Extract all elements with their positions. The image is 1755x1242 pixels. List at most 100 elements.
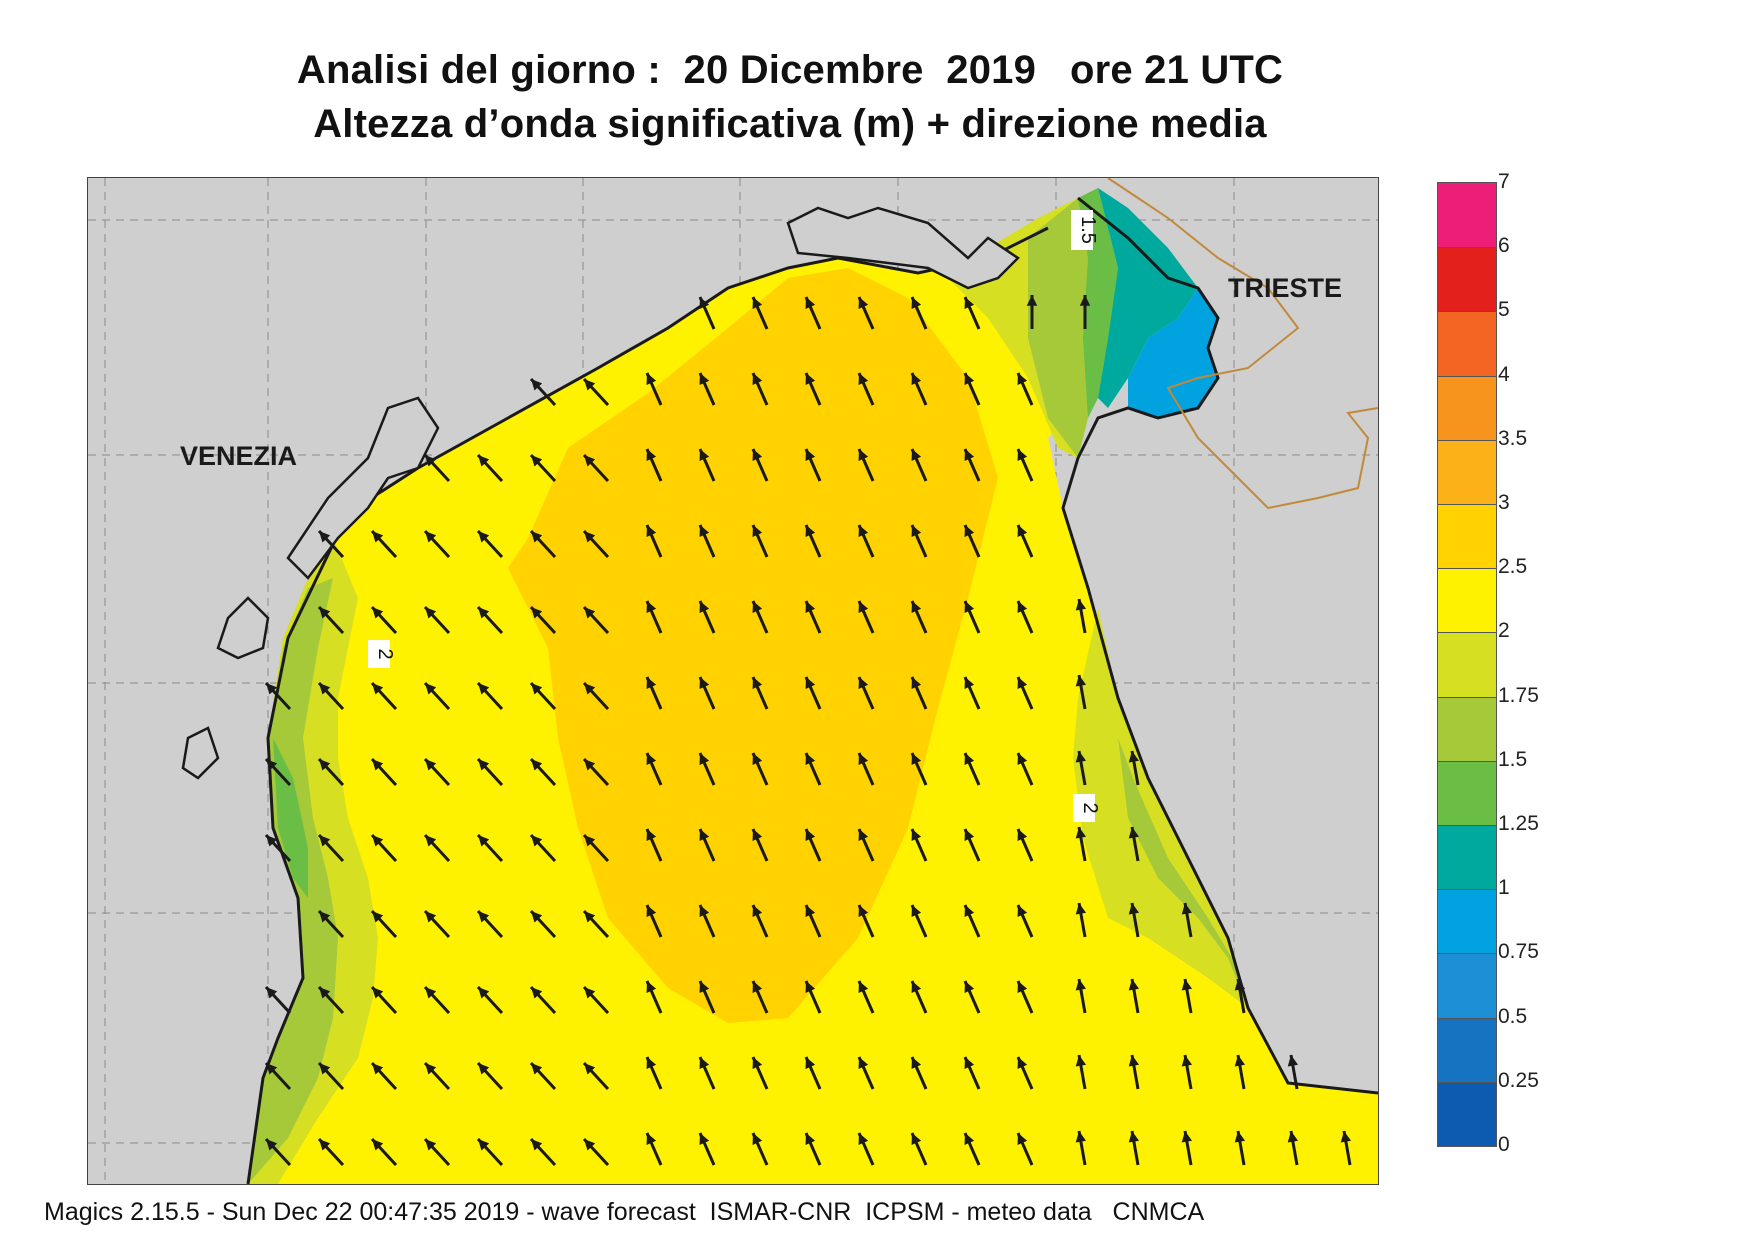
wave-arrow-head bbox=[646, 981, 657, 993]
wave-arrow-head bbox=[478, 987, 490, 999]
color-legend-tick-label: 3.5 bbox=[1498, 426, 1528, 450]
city-label-venezia: VENEZIA bbox=[180, 441, 298, 471]
wave-arrow-head bbox=[372, 607, 384, 619]
wave-arrow-head bbox=[646, 525, 657, 537]
wave-arrow-head bbox=[319, 683, 331, 695]
wave-arrow-head bbox=[1181, 903, 1193, 915]
wave-arrow-head bbox=[372, 531, 384, 543]
city-label-trieste: TRIESTE bbox=[1228, 273, 1343, 303]
wave-arrow-head bbox=[1075, 675, 1087, 687]
wave-arrow-head bbox=[699, 297, 710, 309]
wave-arrow-head bbox=[1287, 1055, 1299, 1067]
color-legend-divider bbox=[1438, 632, 1496, 634]
wave-arrow-head bbox=[646, 373, 657, 385]
band-1-25-northeast bbox=[1098, 188, 1198, 408]
wave-arrow-head bbox=[805, 449, 816, 461]
wave-arrow-head bbox=[646, 1133, 657, 1145]
wave-arrow-head bbox=[752, 677, 763, 689]
wave-arrow-head bbox=[1128, 903, 1140, 915]
wave-arrow-head bbox=[699, 601, 710, 613]
wave-arrow-head bbox=[1128, 827, 1140, 839]
wave-arrow-head bbox=[531, 759, 543, 771]
wave-arrow-head bbox=[1128, 1055, 1140, 1067]
wave-arrow-head bbox=[478, 607, 490, 619]
map-title: Analisi del giorno : 20 Dicembre 2019 or… bbox=[296, 48, 1284, 92]
color-legend-swatch bbox=[1438, 696, 1496, 762]
wave-arrow-head bbox=[911, 373, 922, 385]
wave-arrow-head bbox=[699, 981, 710, 993]
wave-arrow-head bbox=[531, 1063, 543, 1075]
wave-arrow-head bbox=[964, 981, 975, 993]
wave-arrow-head bbox=[1017, 373, 1028, 385]
wave-arrow-head bbox=[858, 829, 869, 841]
wave-arrow-head bbox=[964, 753, 975, 765]
wave-arrow-head bbox=[752, 753, 763, 765]
wave-arrow-head bbox=[478, 1063, 490, 1075]
wave-arrow-head bbox=[1017, 981, 1028, 993]
color-legend-divider bbox=[1438, 504, 1496, 505]
wave-arrow-head bbox=[531, 911, 543, 923]
wave-arrow-head bbox=[805, 601, 816, 613]
wave-arrow-head bbox=[372, 911, 384, 923]
wave-arrow-head bbox=[425, 835, 437, 847]
wave-arrow-head bbox=[266, 835, 278, 847]
color-legend-tick-label: 4 bbox=[1498, 362, 1510, 386]
wave-arrow-head bbox=[964, 601, 975, 613]
color-legend-swatch bbox=[1438, 439, 1496, 505]
wave-arrow-head bbox=[425, 607, 437, 619]
color-legend-tick-label: 1.75 bbox=[1498, 683, 1539, 707]
color-legend-tick-label: 3 bbox=[1498, 491, 1510, 514]
wave-arrow-head bbox=[372, 1139, 384, 1151]
wave-arrow-head bbox=[1017, 601, 1028, 613]
color-legend-tick-label: 1.5 bbox=[1498, 747, 1528, 771]
wave-arrow-head bbox=[858, 677, 869, 689]
color-legend-divider bbox=[1438, 568, 1496, 570]
wave-arrow-head bbox=[531, 835, 543, 847]
contour-label-2-west: 2 bbox=[374, 648, 396, 659]
wave-arrow-head bbox=[805, 677, 816, 689]
wave-arrow-head bbox=[752, 601, 763, 613]
color-legend-divider bbox=[1438, 1017, 1496, 1019]
wave-arrow-head bbox=[699, 905, 710, 917]
color-legend-divider bbox=[1438, 1081, 1496, 1083]
color-legend-divider bbox=[1438, 825, 1496, 826]
wave-arrow-head bbox=[805, 829, 816, 841]
color-legend bbox=[1437, 182, 1497, 1147]
wave-arrow-head bbox=[1017, 525, 1028, 537]
wave-direction-arrows bbox=[264, 295, 1352, 1167]
contour-label-2-east: 2 bbox=[1079, 802, 1101, 813]
color-legend-tick-label: 1 bbox=[1498, 876, 1510, 900]
wave-arrow-head bbox=[478, 683, 490, 695]
wave-arrow-head bbox=[911, 829, 922, 841]
wave-arrow-head bbox=[372, 1063, 384, 1075]
wave-arrow-head bbox=[584, 1139, 596, 1151]
wave-arrow-head bbox=[372, 683, 384, 695]
wave-arrow-head bbox=[1017, 677, 1028, 689]
wave-arrow-head bbox=[584, 835, 596, 847]
wave-arrow-head bbox=[531, 455, 543, 467]
wave-arrow-head bbox=[1017, 753, 1028, 765]
wave-arrow-head bbox=[699, 373, 710, 385]
color-legend-swatch bbox=[1438, 889, 1496, 954]
wave-arrow-head bbox=[1181, 979, 1193, 991]
color-legend-tick-label: 7 bbox=[1498, 170, 1510, 193]
wave-arrow-head bbox=[964, 1057, 975, 1069]
wave-arrow-head bbox=[319, 1139, 331, 1151]
color-legend-divider bbox=[1438, 889, 1496, 891]
wave-arrow-head bbox=[531, 683, 543, 695]
wave-arrow-head bbox=[478, 759, 490, 771]
wave-arrow-head bbox=[858, 449, 869, 461]
band-1-northeast bbox=[1128, 288, 1218, 418]
wave-arrow-head bbox=[266, 987, 278, 999]
wave-arrow-head bbox=[858, 753, 869, 765]
wave-arrow-head bbox=[372, 987, 384, 999]
wave-arrow-head bbox=[531, 607, 543, 619]
wave-arrow-head bbox=[752, 829, 763, 841]
color-legend-swatch bbox=[1438, 1017, 1496, 1083]
wave-arrow-head bbox=[478, 455, 490, 467]
wave-arrow-head bbox=[752, 1057, 763, 1069]
wave-arrow-head bbox=[425, 455, 437, 467]
wave-arrow-head bbox=[1017, 905, 1028, 917]
wave-arrow-head bbox=[699, 1133, 710, 1145]
wave-arrow-head bbox=[584, 531, 596, 543]
